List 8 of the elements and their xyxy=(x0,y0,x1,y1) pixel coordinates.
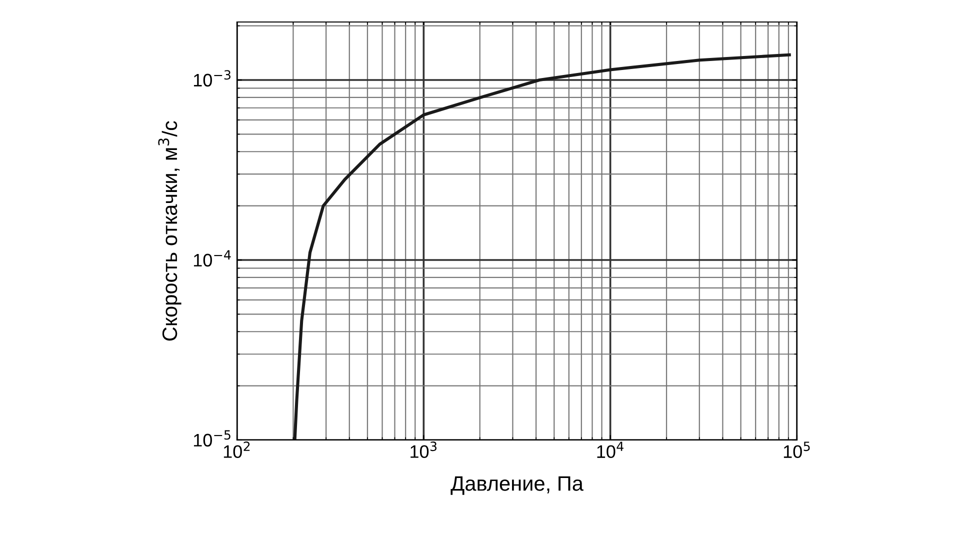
x-tick-label: 10$^{4}$ xyxy=(597,442,624,458)
x-tick-label: 10$^{3}$ xyxy=(410,442,437,458)
x-tick-label: 10$^{2}$ xyxy=(224,442,250,458)
y-tick-label: 10$^{−3}$ xyxy=(194,70,230,87)
y-tick-label: 10$^{−4}$ xyxy=(194,250,231,267)
y-axis-title: Скорость откачки, м$^{3}$/с xyxy=(158,121,182,341)
x-tick-label: 10$^{5}$ xyxy=(784,442,810,458)
x-axis-title: Давление, Па xyxy=(450,476,584,495)
